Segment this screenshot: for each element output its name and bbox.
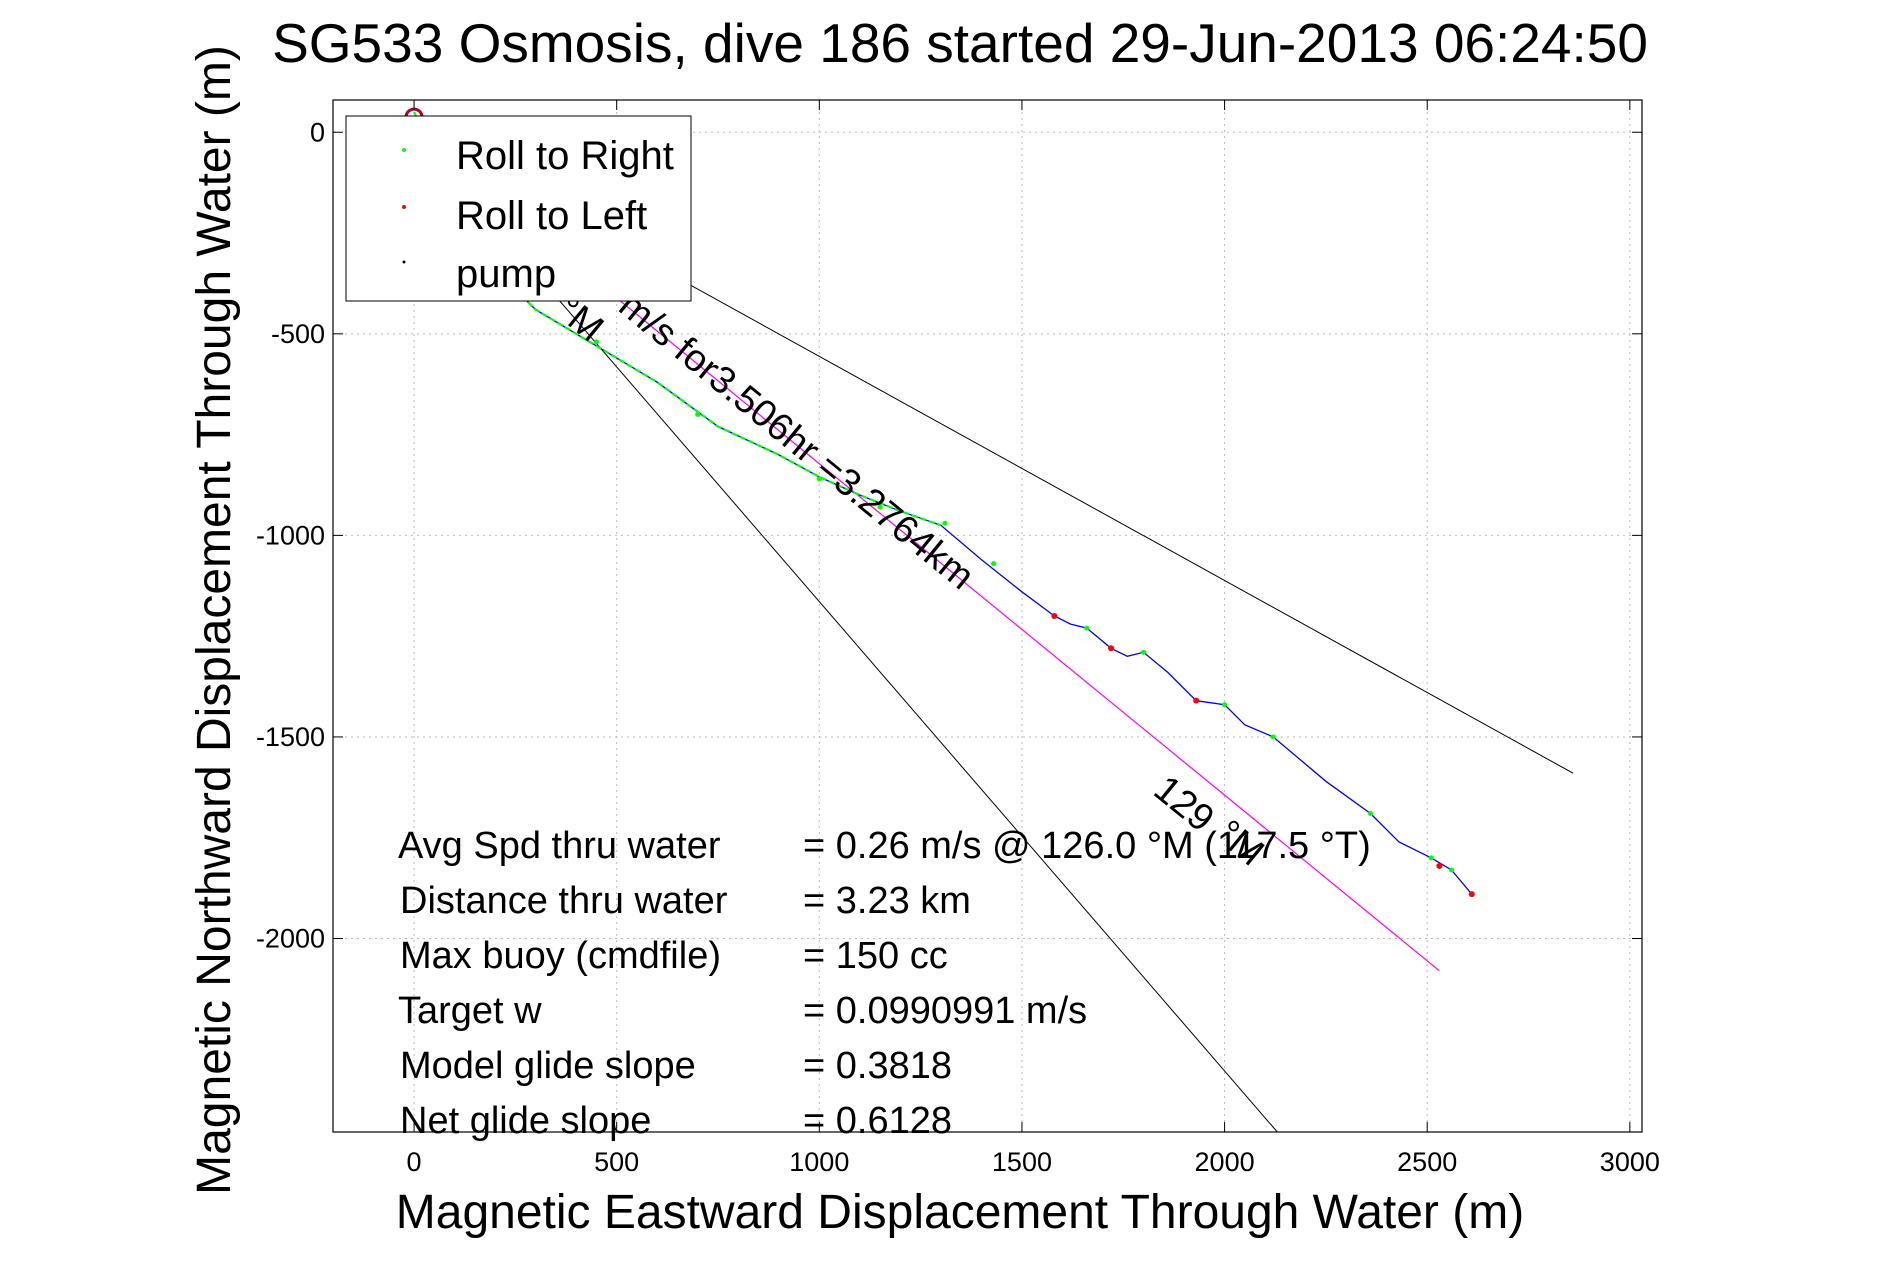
legend-label-roll-right: Roll to Right <box>456 134 674 178</box>
stat-value: = 150 cc <box>803 935 948 977</box>
roll-right-point <box>1449 867 1455 873</box>
stat-value: = 0.0990991 m/s <box>803 990 1087 1032</box>
y-tick-label: -1000 <box>256 520 325 550</box>
roll-right-point <box>1270 734 1276 740</box>
roll-right-point <box>695 411 701 417</box>
grid-lines <box>333 100 1642 1132</box>
x-tick-label: 1500 <box>992 1147 1052 1177</box>
x-tick-label: 0 <box>407 1147 422 1177</box>
roll-right-point <box>1084 625 1090 631</box>
roll-right-point <box>593 339 599 345</box>
chart-title: SG533 Osmosis, dive 186 started 29-Jun-2… <box>272 12 1648 74</box>
roll-left-point <box>1468 891 1475 898</box>
roll-right-point <box>877 504 883 510</box>
x-tick-label: 1000 <box>789 1147 849 1177</box>
x-axis-label: Magnetic Eastward Displacement Through W… <box>396 1186 1524 1239</box>
x-tick-label: 3000 <box>1600 1147 1660 1177</box>
y-axis-label: Magnetic Northward Displacement Through … <box>188 45 241 1195</box>
y-tick-label: -1500 <box>256 722 325 752</box>
y-tick-label: -500 <box>271 319 325 349</box>
roll-left-point <box>1051 613 1058 619</box>
stat-label: Max buoy (cmdfile) <box>400 935 721 977</box>
series-line-track <box>413 111 1473 895</box>
legend-label-roll-left: Roll to Left <box>456 194 647 238</box>
stat-label: Model glide slope <box>400 1045 696 1087</box>
legend-marker-pump <box>402 260 406 264</box>
stat-value: = 0.3818 <box>803 1045 952 1087</box>
stat-label: Net glide slope <box>400 1100 651 1142</box>
roll-left-point <box>1193 697 1200 704</box>
roll-right-point <box>1141 649 1147 655</box>
roll-right-point <box>991 561 997 567</box>
data-markers <box>492 258 1475 898</box>
axis-ticks: 0 500 1000 1500 2000 2500 3000 0 -500 -1000 -1500 -… <box>256 100 1660 1177</box>
y-tick-label: 0 <box>310 117 325 147</box>
roll-right-point <box>1222 702 1228 708</box>
x-tick-label: 2000 <box>1195 1147 1255 1177</box>
stat-value: = 0.6128 <box>803 1100 952 1142</box>
roll-left-point <box>1436 862 1443 869</box>
legend-marker-roll-right <box>402 148 406 152</box>
stat-label: Distance thru water <box>400 880 728 922</box>
roll-right-point <box>1428 855 1434 861</box>
x-tick-label: 2500 <box>1397 1147 1457 1177</box>
roll-left-point <box>1108 645 1115 652</box>
roll-right-point <box>942 520 948 526</box>
roll-right-point <box>816 476 822 482</box>
stat-value: = 3.23 km <box>803 880 971 922</box>
roll-right-point <box>1367 811 1373 817</box>
stats-block: Avg Spd thru water = 0.26 m/s @ 126.0 °M… <box>398 825 1371 1142</box>
plot-frame <box>332 99 1643 1133</box>
x-tick-label: 500 <box>594 1147 639 1177</box>
stat-value: = 0.26 m/s @ 126.0 °M (117.5 °T) <box>803 825 1371 867</box>
legend-marker-roll-left <box>402 205 406 209</box>
y-tick-label: -2000 <box>256 924 325 954</box>
stat-label: Avg Spd thru water <box>398 825 721 867</box>
legend: Roll to Right Roll to Left pump <box>345 115 692 302</box>
stat-label: Target w <box>398 990 542 1032</box>
legend-label-pump: pump <box>456 252 556 296</box>
